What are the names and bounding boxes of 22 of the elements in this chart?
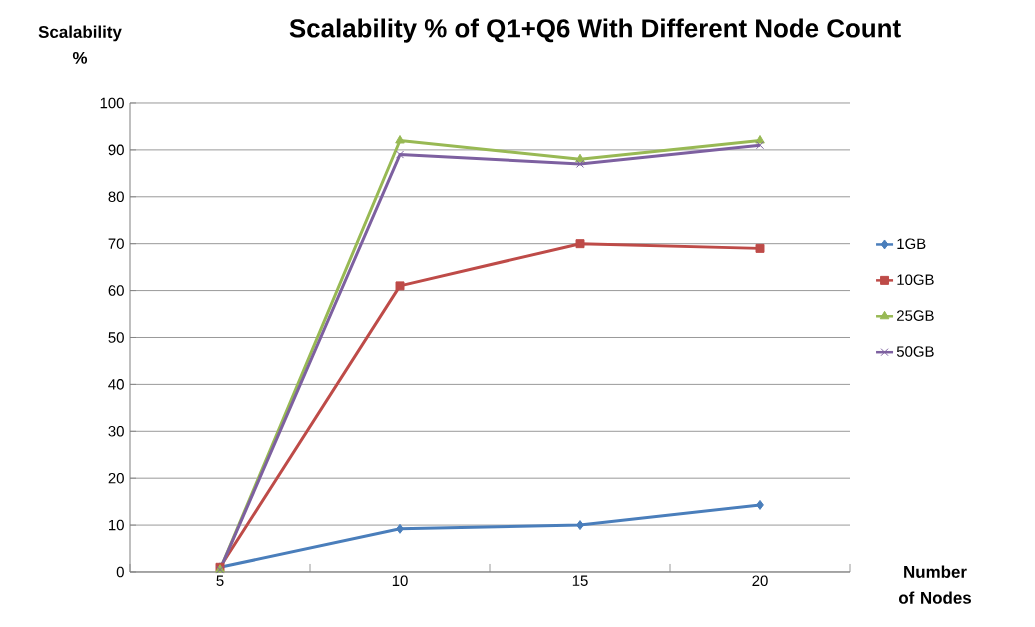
legend-label: 1GB — [897, 238, 926, 250]
x-tick-label: 15 — [572, 575, 588, 586]
legend-label: 25GB — [897, 310, 934, 321]
y-axis-title: Scalability % — [38, 25, 122, 64]
y-tick-label: 100 — [100, 97, 124, 109]
legend-label: 50GB — [896, 346, 934, 357]
y-tick-label: 10 — [109, 519, 124, 531]
y-tick-label: 30 — [108, 425, 124, 437]
chart-title: Scalability % of Q1+Q6 With Different Node Count — [289, 18, 901, 43]
x-axis-title: Number of Nodes — [898, 565, 971, 604]
y-tick-label: 40 — [108, 379, 124, 390]
y-tick-label: 50 — [108, 332, 124, 343]
x-tick-label: 10 — [392, 575, 408, 587]
y-tick-label: 80 — [108, 191, 124, 203]
y-tick-label: 90 — [108, 144, 124, 156]
y-tick-label: 70 — [108, 238, 124, 249]
x-tick-label: 5 — [216, 575, 224, 586]
y-tick-label: 0 — [116, 566, 124, 578]
y-tick-label: 60 — [108, 285, 124, 296]
y-tick-label: 20 — [108, 472, 124, 484]
legend-label: 10GB — [897, 274, 934, 285]
x-tick-label: 20 — [752, 575, 768, 587]
